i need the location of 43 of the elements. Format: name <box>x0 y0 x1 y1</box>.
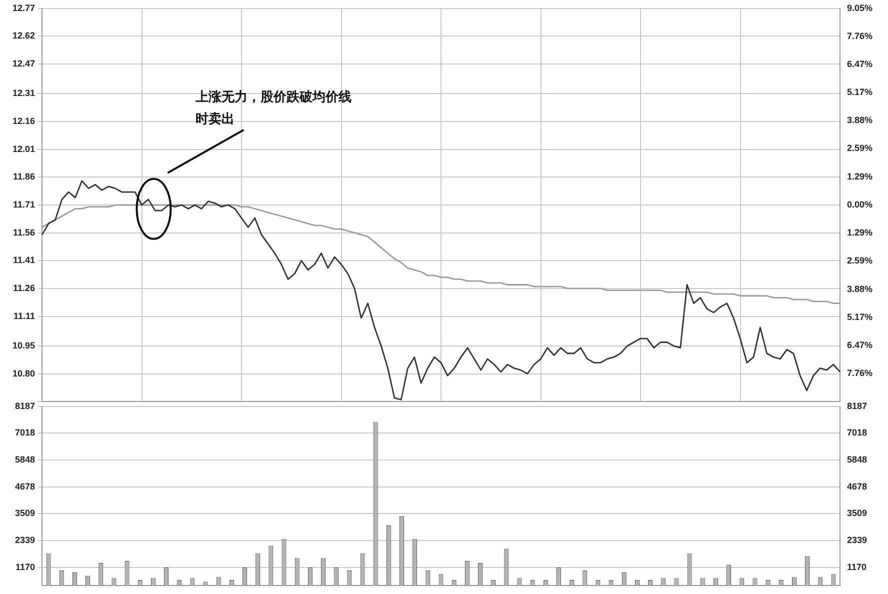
y-tick-label: 11.86 <box>12 172 35 182</box>
y-tick-label: 10.95 <box>12 340 35 350</box>
y2-tick-label: 7.76% <box>847 30 873 41</box>
y2-tick-label: 3509 <box>847 508 868 518</box>
y-tick-label: 12.16 <box>12 116 35 126</box>
y-tick-label: 5848 <box>14 454 35 465</box>
y-tick-label: 3509 <box>14 508 35 518</box>
y-tick-label: 11.26 <box>12 282 35 293</box>
y2-tick-label: 6.47% <box>847 58 873 69</box>
y2-tick-label: 3.88% <box>847 284 873 294</box>
y2-tick-label: 8187 <box>847 400 868 411</box>
y2-tick-label: 7018 <box>847 428 868 438</box>
y2-tick-label: 5848 <box>847 454 868 465</box>
y-tick-label: 11.41 <box>12 255 35 266</box>
y2-tick-label: 1170 <box>847 562 867 572</box>
y2-tick-label: 9.05% <box>847 2 873 13</box>
y2-tick-label: 5.17% <box>847 312 873 322</box>
y2-tick-label: 7.76% <box>847 368 873 378</box>
y-tick-label: 1170 <box>15 562 35 572</box>
y2-tick-label: 2.59% <box>847 143 873 154</box>
y2-tick-label: 2.59% <box>847 256 873 266</box>
y-tick-label: 12.31 <box>12 88 35 98</box>
y-tick-label: 10.80 <box>12 368 35 378</box>
y2-tick-label: 1.29% <box>847 171 873 182</box>
y2-tick-label: 0.00% <box>847 199 873 210</box>
y-tick-label: 7018 <box>14 428 35 438</box>
y-tick-label: 12.77 <box>12 2 35 13</box>
y-tick-label: 11.71 <box>12 199 35 210</box>
y2-tick-label: 2339 <box>847 534 868 545</box>
y-tick-label: 12.62 <box>12 30 35 41</box>
y2-tick-label: 5.17% <box>847 87 873 98</box>
y2-tick-label: 1.29% <box>847 228 873 238</box>
y-tick-label: 12.01 <box>12 144 35 154</box>
y2-tick-label: 6.47% <box>847 340 873 350</box>
y-tick-label: 11.56 <box>12 227 35 238</box>
y2-tick-label: 3.88% <box>847 115 873 126</box>
annotation: 上涨无力，股价跌破均价线时卖出 <box>194 90 352 127</box>
y-tick-label: 2339 <box>14 534 35 545</box>
y-tick-label: 8187 <box>14 400 35 411</box>
y-tick-label: 11.11 <box>13 310 35 321</box>
y2-tick-label: 4678 <box>847 481 868 492</box>
y-tick-label: 12.47 <box>12 58 35 69</box>
y-tick-label: 4678 <box>14 481 35 492</box>
